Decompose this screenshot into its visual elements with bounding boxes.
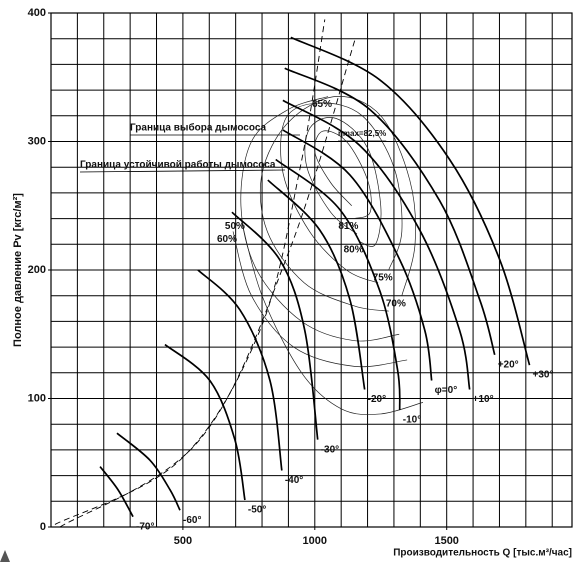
blade-angle-curve — [284, 67, 496, 356]
blade-angle-curve — [99, 466, 134, 518]
x-tick-label: 1500 — [434, 535, 458, 547]
boundary-line — [54, 19, 326, 525]
contour-label: 75% — [373, 273, 393, 284]
blade-angle-curve — [275, 158, 401, 411]
curve-label: -20° — [368, 394, 386, 405]
x-tick-label: 1000 — [303, 535, 327, 547]
efficiency-contour — [259, 96, 416, 312]
annotation: ηmax=82,5% — [338, 129, 386, 138]
blade-angle-curve — [290, 36, 531, 366]
annotation: Граница устойчивой работы дымососа — [80, 159, 276, 171]
contour-label: 80% — [344, 244, 364, 255]
curve-label: +10° — [473, 394, 494, 405]
efficiency-contour — [280, 102, 403, 284]
efficiency-contour — [240, 218, 424, 415]
y-tick-label: 200 — [28, 264, 46, 276]
contour-label: 81% — [338, 221, 358, 232]
y-tick-label: 0 — [40, 521, 46, 533]
curve-label: -60° — [183, 515, 201, 526]
blade-angle-curve — [197, 269, 283, 471]
curve-label: +20° — [498, 359, 519, 370]
x-tick-label: 500 — [174, 535, 192, 547]
efficiency-contour — [232, 231, 408, 368]
contour-label: 50% — [225, 221, 245, 232]
blade-angle-curve — [116, 432, 181, 511]
corner-icon — [0, 550, 10, 562]
curve-label: +30° — [533, 370, 554, 381]
blade-angle-curve — [282, 129, 433, 381]
y-tick-label: 300 — [28, 135, 46, 147]
blade-angle-curve — [267, 179, 366, 390]
contour-label: 65% — [312, 99, 332, 110]
curve-label: -10° — [403, 415, 421, 426]
y-tick-label: 400 — [28, 7, 46, 19]
blade-angle-curve — [164, 343, 246, 501]
contour-label: 70% — [386, 298, 406, 309]
curve-label: -30° — [321, 444, 339, 455]
contour-label: 60% — [217, 234, 237, 245]
boundary-line — [59, 39, 356, 528]
y-tick-label: 100 — [28, 392, 46, 404]
annotation: Граница выбора дымососа — [130, 122, 267, 134]
x-axis-label: Производительность Q [тыс.м³/час] — [393, 548, 572, 559]
curve-label: φ=0° — [435, 385, 458, 396]
y-axis-label: Полное давление Pv [кгс/м²] — [12, 193, 24, 347]
blade-angle-curve — [282, 99, 471, 390]
efficiency-contour — [304, 117, 382, 247]
efficiency-contour — [314, 130, 372, 219]
blade-angle-curve — [231, 211, 319, 440]
curve-label: -50° — [248, 505, 266, 516]
curve-label: -70° — [136, 521, 154, 532]
curve-label: -40° — [285, 475, 303, 486]
leader-line — [79, 169, 286, 173]
